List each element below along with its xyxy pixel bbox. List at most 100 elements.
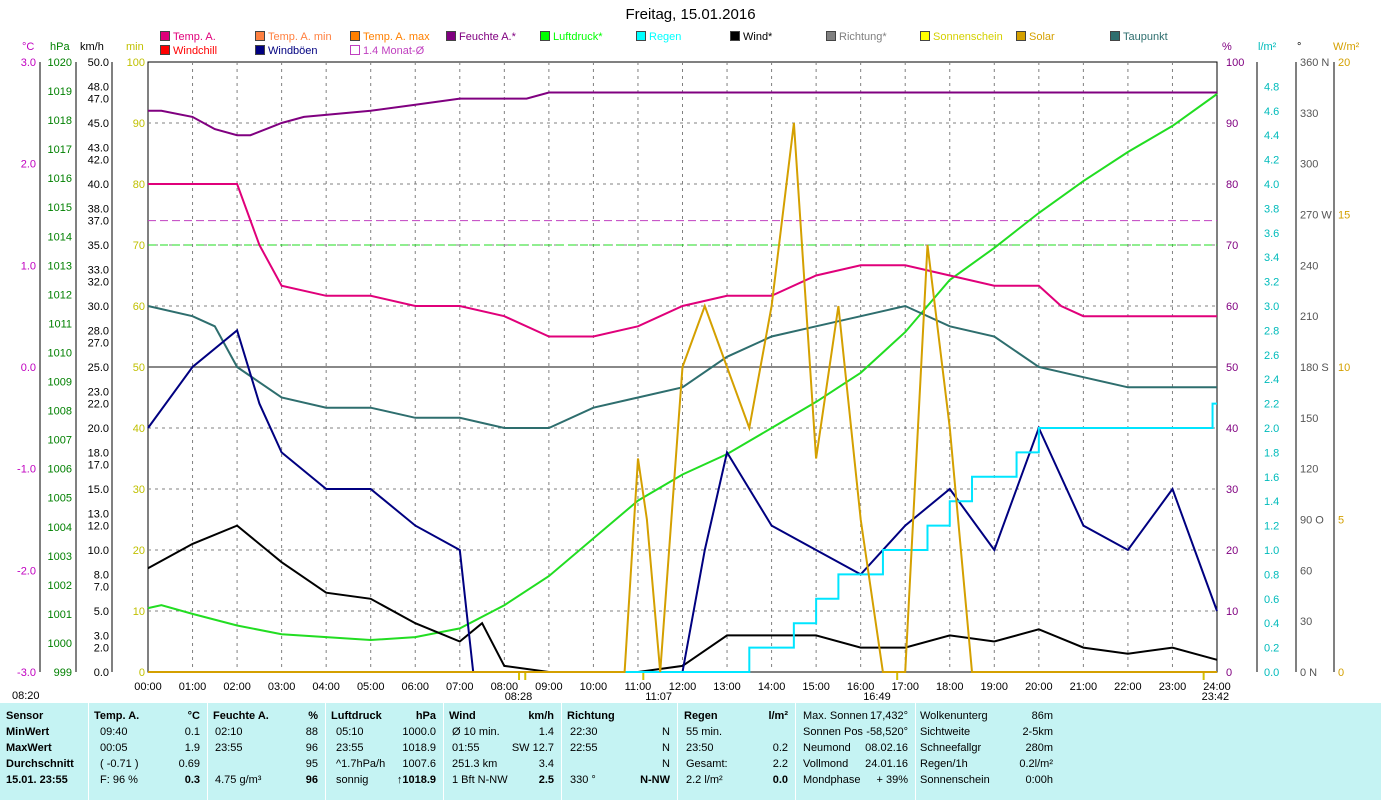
astro-value: 24.01.16 — [865, 758, 908, 770]
astro-label: Sonnen Pos — [803, 726, 863, 738]
summary-cell: 23:50 — [686, 742, 714, 754]
y-tick-kmh: 20.0 — [88, 423, 109, 435]
misc-value: 280m — [1025, 742, 1053, 754]
legend-swatch — [160, 31, 170, 41]
y-tick-min: 40 — [133, 423, 145, 435]
summary-cell: 96 — [305, 742, 318, 754]
legend-swatch — [160, 45, 170, 55]
summary-cell: Gesamt: — [686, 758, 728, 770]
y-tick-kmh: 7.0 — [94, 582, 109, 594]
y-tick-wm2: 20 — [1338, 57, 1350, 69]
summary-cell: 2.5 — [538, 774, 554, 786]
axis-unit-right: % — [1222, 41, 1232, 53]
y-tick-rain: 1.8 — [1264, 447, 1279, 459]
legend-swatch — [255, 31, 265, 41]
y-tick-kmh: 15.0 — [88, 484, 109, 496]
summary-header: hPa — [415, 710, 436, 722]
misc-label: Wolkenunterg — [920, 710, 988, 722]
legend-item: Regen — [636, 31, 681, 43]
summary-cell: 1000.0 — [402, 726, 436, 738]
y-tick-kmh: 50.0 — [88, 57, 109, 69]
legend-label: Luftdruck* — [553, 31, 603, 43]
legend-swatch — [540, 31, 550, 41]
weather-chart: 00:00 01:00 02:00 03:00 04:00 05:00 06:00 07:00… — [12, 41, 1360, 703]
x-tick-label: 14:00 — [758, 681, 786, 693]
summary-cell: sonnig — [336, 774, 369, 786]
summary-cell: 01:55 — [452, 742, 480, 754]
legend-label: Windchill — [173, 45, 218, 57]
y-tick-wm2: 15 — [1338, 210, 1350, 222]
y-tick-hpa: 1004 — [48, 522, 72, 534]
series-line — [147, 524, 1218, 673]
y-tick-deg: 330 — [1300, 108, 1318, 120]
summary-cell: 1018.9 — [402, 742, 436, 754]
y-tick-kmh: 5.0 — [94, 606, 109, 618]
y-tick-rain: 1.4 — [1264, 496, 1279, 508]
legend-swatch — [255, 45, 265, 55]
y-tick-deg: 180 S — [1300, 362, 1329, 374]
summary-cell — [738, 724, 788, 741]
legend-item: 1.4 Monat-Ø — [350, 45, 424, 57]
y-tick-kmh: 10.0 — [88, 545, 109, 557]
y-tick-temp: 3.0 — [21, 57, 36, 69]
y-tick-rain: 1.6 — [1264, 472, 1279, 484]
legend-label: Feuchte A.* — [459, 31, 516, 43]
series-line — [148, 122, 1217, 673]
legend-swatch — [350, 45, 360, 55]
x-tick-label: 06:00 — [401, 681, 429, 693]
legend-item: Temp. A. max — [350, 31, 430, 43]
x-tick-label: 08:00 — [491, 681, 519, 693]
axis-unit-left: hPa — [50, 41, 70, 53]
y-tick-deg: 0 N — [1300, 667, 1317, 679]
y-tick-rain: 4.8 — [1264, 81, 1279, 93]
legend-item: Taupunkt — [1110, 31, 1168, 43]
y-tick-rain: 1.0 — [1264, 545, 1279, 557]
y-tick-kmh: 28.0 — [88, 325, 109, 337]
legend-label: Sonnenschein — [933, 31, 1003, 43]
y-tick-deg: 210 — [1300, 311, 1318, 323]
x-tick-label: 10:00 — [580, 681, 608, 693]
y-tick-rain: 0.4 — [1264, 618, 1279, 630]
summary-cell: 88 — [305, 726, 318, 738]
summary-cell: 0.69 — [178, 758, 200, 770]
y-tick-hpa: 1008 — [48, 406, 72, 418]
y-tick-min: 100 — [127, 57, 145, 69]
axis-unit-left: km/h — [80, 41, 104, 53]
y-tick-deg: 300 — [1300, 159, 1318, 171]
y-tick-deg: 150 — [1300, 413, 1318, 425]
y-tick-rain: 2.0 — [1264, 423, 1279, 435]
chart-title: Freitag, 15.01.2016 — [625, 6, 756, 23]
y-tick-pct: 10 — [1226, 606, 1238, 618]
x-tick-label: 01:00 — [179, 681, 207, 693]
y-tick-rain: 0.2 — [1264, 643, 1279, 655]
summary-cell: 00:05 — [100, 742, 128, 754]
legend-label: Wind* — [743, 31, 773, 43]
legend-label: Taupunkt — [1123, 31, 1168, 43]
legend-swatch — [636, 31, 646, 41]
x-tick-label: 20:00 — [1025, 681, 1053, 693]
legend-item: Temp. A. — [160, 31, 216, 43]
x-tick-label: 24:00 — [1203, 681, 1231, 693]
summary-cell: ( -0.71 ) — [100, 758, 139, 770]
y-tick-hpa: 1006 — [48, 464, 72, 476]
summary-cell: 1.4 — [538, 726, 554, 738]
y-tick-rain: 2.6 — [1264, 350, 1279, 362]
legend-swatch — [826, 31, 836, 41]
legend-label: Temp. A. — [173, 31, 216, 43]
summary-cell: 1007.6 — [402, 758, 436, 770]
legend-item: Windchill — [160, 45, 217, 57]
y-tick-temp: 1.0 — [21, 260, 36, 272]
x-tick-label: 23:00 — [1159, 681, 1187, 693]
y-tick-kmh: 23.0 — [88, 386, 109, 398]
x-tick-label: 17:00 — [891, 681, 919, 693]
y-tick-kmh: 32.0 — [88, 277, 109, 289]
y-tick-min: 20 — [133, 545, 145, 557]
series-line — [147, 328, 1218, 673]
misc-value: 0:00h — [1025, 774, 1053, 786]
summary-header: Temp. A. — [94, 710, 140, 722]
y-tick-temp: 2.0 — [21, 159, 36, 171]
y-tick-hpa: 1013 — [48, 260, 72, 272]
y-tick-hpa: 1014 — [48, 231, 72, 243]
legend-label: Solar — [1029, 31, 1055, 43]
y-tick-hpa: 1017 — [48, 144, 72, 156]
